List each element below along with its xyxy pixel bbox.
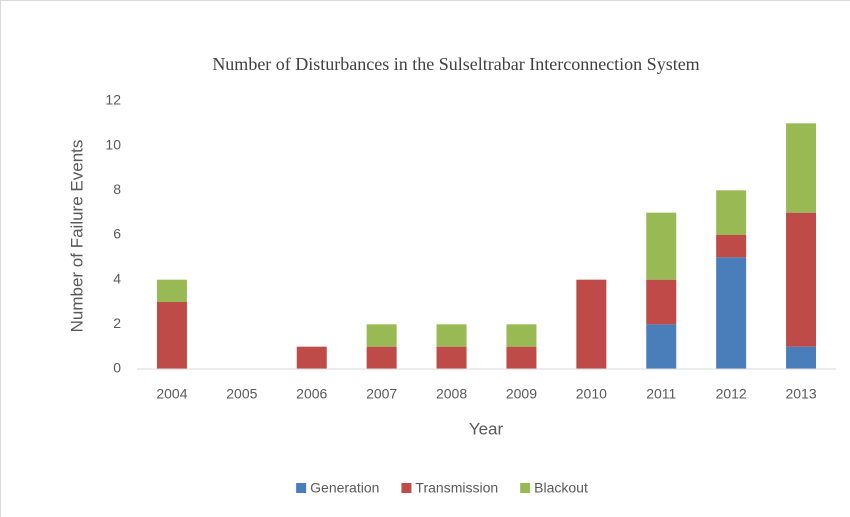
bar-segment — [786, 123, 817, 213]
bar-segment — [366, 324, 397, 347]
x-tick-label: 2006 — [296, 386, 327, 402]
chart-title: Number of Disturbances in the Sulseltrab… — [212, 54, 699, 74]
y-tick-label: 6 — [113, 226, 121, 242]
bar-segment — [506, 346, 537, 369]
legend-swatch — [296, 483, 307, 493]
x-tick-label: 2004 — [156, 386, 187, 402]
bar-segment — [436, 324, 467, 347]
legend-label: Blackout — [534, 480, 588, 496]
bar-segment — [646, 212, 677, 280]
x-tick-label: 2009 — [506, 386, 537, 402]
x-tick-label: 2012 — [716, 386, 747, 402]
x-tick-label: 2011 — [646, 386, 676, 402]
bar-segment — [576, 279, 607, 369]
legend-label: Generation — [310, 480, 379, 496]
legend-swatch — [520, 483, 531, 493]
legend-swatch — [401, 483, 412, 493]
bar-segment — [506, 324, 537, 347]
legend-label: Transmission — [415, 480, 498, 496]
y-tick-label: 2 — [113, 315, 121, 331]
y-tick-label: 0 — [113, 360, 121, 376]
y-tick-label: 4 — [113, 270, 121, 286]
bar-segment — [786, 346, 817, 369]
bar-segment — [786, 212, 817, 347]
bar-segment — [296, 346, 327, 369]
bar-segment — [646, 324, 677, 369]
y-tick-label: 8 — [113, 181, 121, 197]
bar-segment — [436, 346, 467, 369]
bar-segment — [716, 190, 747, 235]
x-tick-label: 2010 — [576, 386, 607, 402]
bar-segment — [716, 257, 747, 369]
y-axis-title: Number of Failure Events — [67, 140, 86, 333]
y-tick-label: 10 — [105, 136, 121, 152]
x-tick-label: 2008 — [436, 386, 467, 402]
bar-segment — [716, 235, 747, 258]
x-axis-title: Year — [469, 419, 504, 438]
y-tick-label: 12 — [105, 92, 121, 108]
bar-segment — [156, 302, 187, 369]
x-tick-label: 2007 — [366, 386, 397, 402]
x-tick-label: 2005 — [226, 386, 257, 402]
bar-segment — [646, 279, 677, 325]
bar-segment — [366, 346, 397, 369]
x-tick-label: 2013 — [785, 386, 816, 402]
bar-segment — [156, 279, 187, 302]
